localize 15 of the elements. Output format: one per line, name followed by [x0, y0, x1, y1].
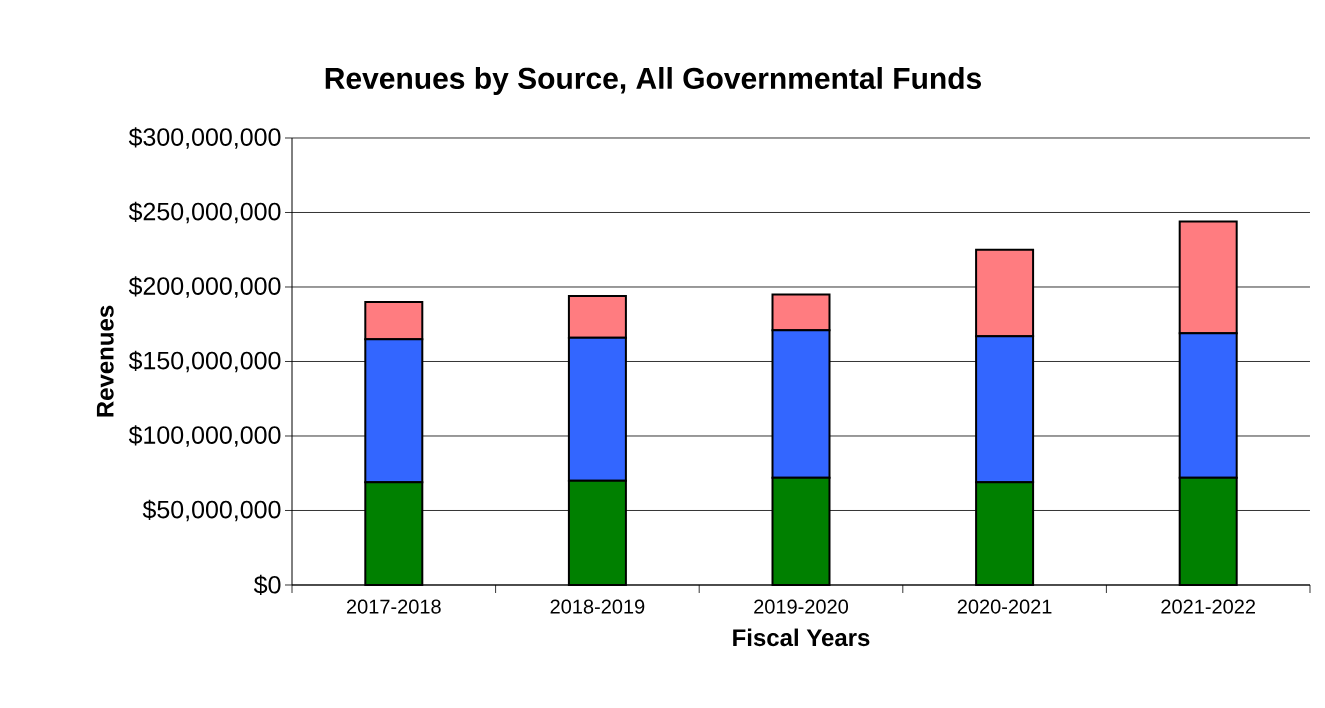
x-tick-label: 2019-2020	[754, 599, 849, 614]
y-tick-label: $0	[253, 574, 281, 596]
y-tick-label: $50,000,000	[142, 499, 281, 522]
x-tick-label: 2021-2022	[1161, 599, 1255, 614]
x-axis-title: Fiscal Years	[733, 628, 870, 647]
x-tick-label: 2020-2021	[957, 599, 1052, 614]
y-tick-label: $200,000,000	[128, 276, 281, 298]
x-tick-label: 2018-2019	[550, 599, 645, 614]
y-tick-label: $250,000,000	[128, 201, 281, 224]
y-tick-label: $100,000,000	[128, 425, 281, 447]
y-tick-label: $300,000,000	[128, 127, 281, 149]
chart-title: Revenues by Source, All Governmental Funds	[325, 67, 982, 95]
y-tick-label: $150,000,000	[128, 350, 281, 373]
y-axis-title: Revenues	[96, 305, 114, 417]
x-tick-label: 2017-2018	[346, 599, 441, 614]
